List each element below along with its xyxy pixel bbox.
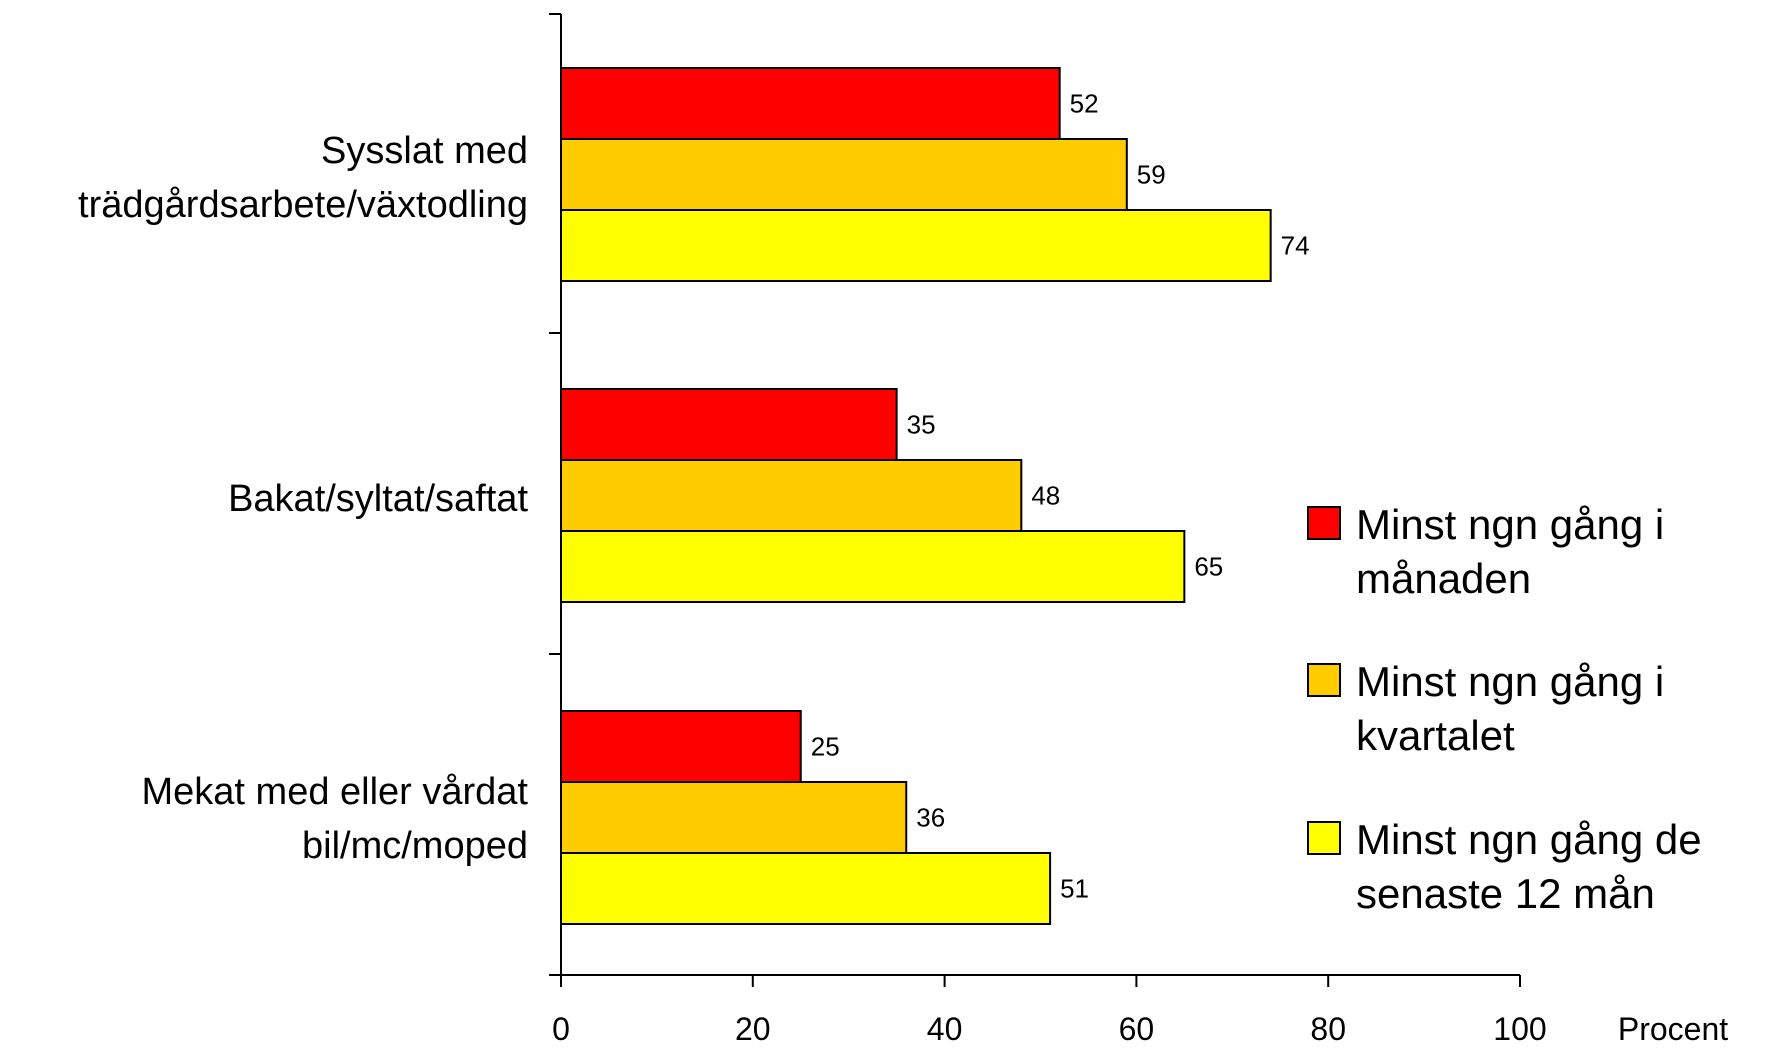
bar: [560, 388, 898, 461]
category-label: Sysslat med: [321, 130, 528, 172]
bars-layer: [560, 67, 1272, 925]
x-tick-label: 80: [1310, 1011, 1346, 1047]
bar: [560, 781, 908, 854]
x-tick-label: 20: [735, 1011, 771, 1047]
bar: [560, 138, 1128, 211]
x-tick-label: 40: [927, 1011, 963, 1047]
legend-swatch: [1307, 821, 1341, 855]
category-label: Bakat/syltat/saftat: [228, 478, 528, 520]
legend-label: Minst ngn gång de: [1356, 816, 1702, 863]
bar: [560, 459, 1023, 532]
x-axis-title: Procent: [1618, 1011, 1728, 1047]
legend-swatch: [1307, 663, 1341, 697]
data-label: 36: [916, 803, 945, 833]
legend-label: senaste 12 mån: [1356, 870, 1655, 917]
data-label: 74: [1281, 231, 1310, 261]
data-label: 35: [907, 410, 936, 440]
data-label: 48: [1031, 481, 1060, 511]
bar: [560, 530, 1186, 603]
category-label: bil/mc/moped: [302, 825, 528, 867]
data-label: 65: [1194, 552, 1223, 582]
data-labels-layer: 52 35 25 59 48 36 74 65 51: [811, 89, 1310, 904]
legend-label: Minst ngn gång i: [1356, 501, 1664, 548]
data-label: 52: [1070, 89, 1099, 119]
legend-label: månaden: [1356, 555, 1531, 602]
category-label: Mekat med eller vårdat: [142, 771, 529, 813]
bar: [560, 852, 1052, 925]
legend: Minst ngn gång i månaden Minst ngn gång i k…: [1307, 501, 1702, 917]
legend-label: Minst ngn gång i: [1356, 658, 1664, 705]
category-labels-layer: Sysslat med trädgårdsarbete/växtodling Bak…: [78, 130, 528, 867]
bar: [560, 67, 1061, 140]
bar: [560, 710, 802, 783]
x-tick-label: 100: [1493, 1011, 1546, 1047]
x-tick-label: 0: [552, 1011, 570, 1047]
legend-swatch: [1307, 506, 1341, 540]
legend-label: kvartalet: [1356, 712, 1515, 759]
data-label: 25: [811, 732, 840, 762]
axes-layer: 0 20 40 60 80 100 Procent: [549, 13, 1728, 1047]
data-label: 51: [1060, 874, 1089, 904]
bar: [560, 209, 1272, 282]
data-label: 59: [1137, 160, 1166, 190]
x-tick-label: 60: [1119, 1011, 1155, 1047]
category-label: trädgårdsarbete/växtodling: [78, 184, 528, 226]
